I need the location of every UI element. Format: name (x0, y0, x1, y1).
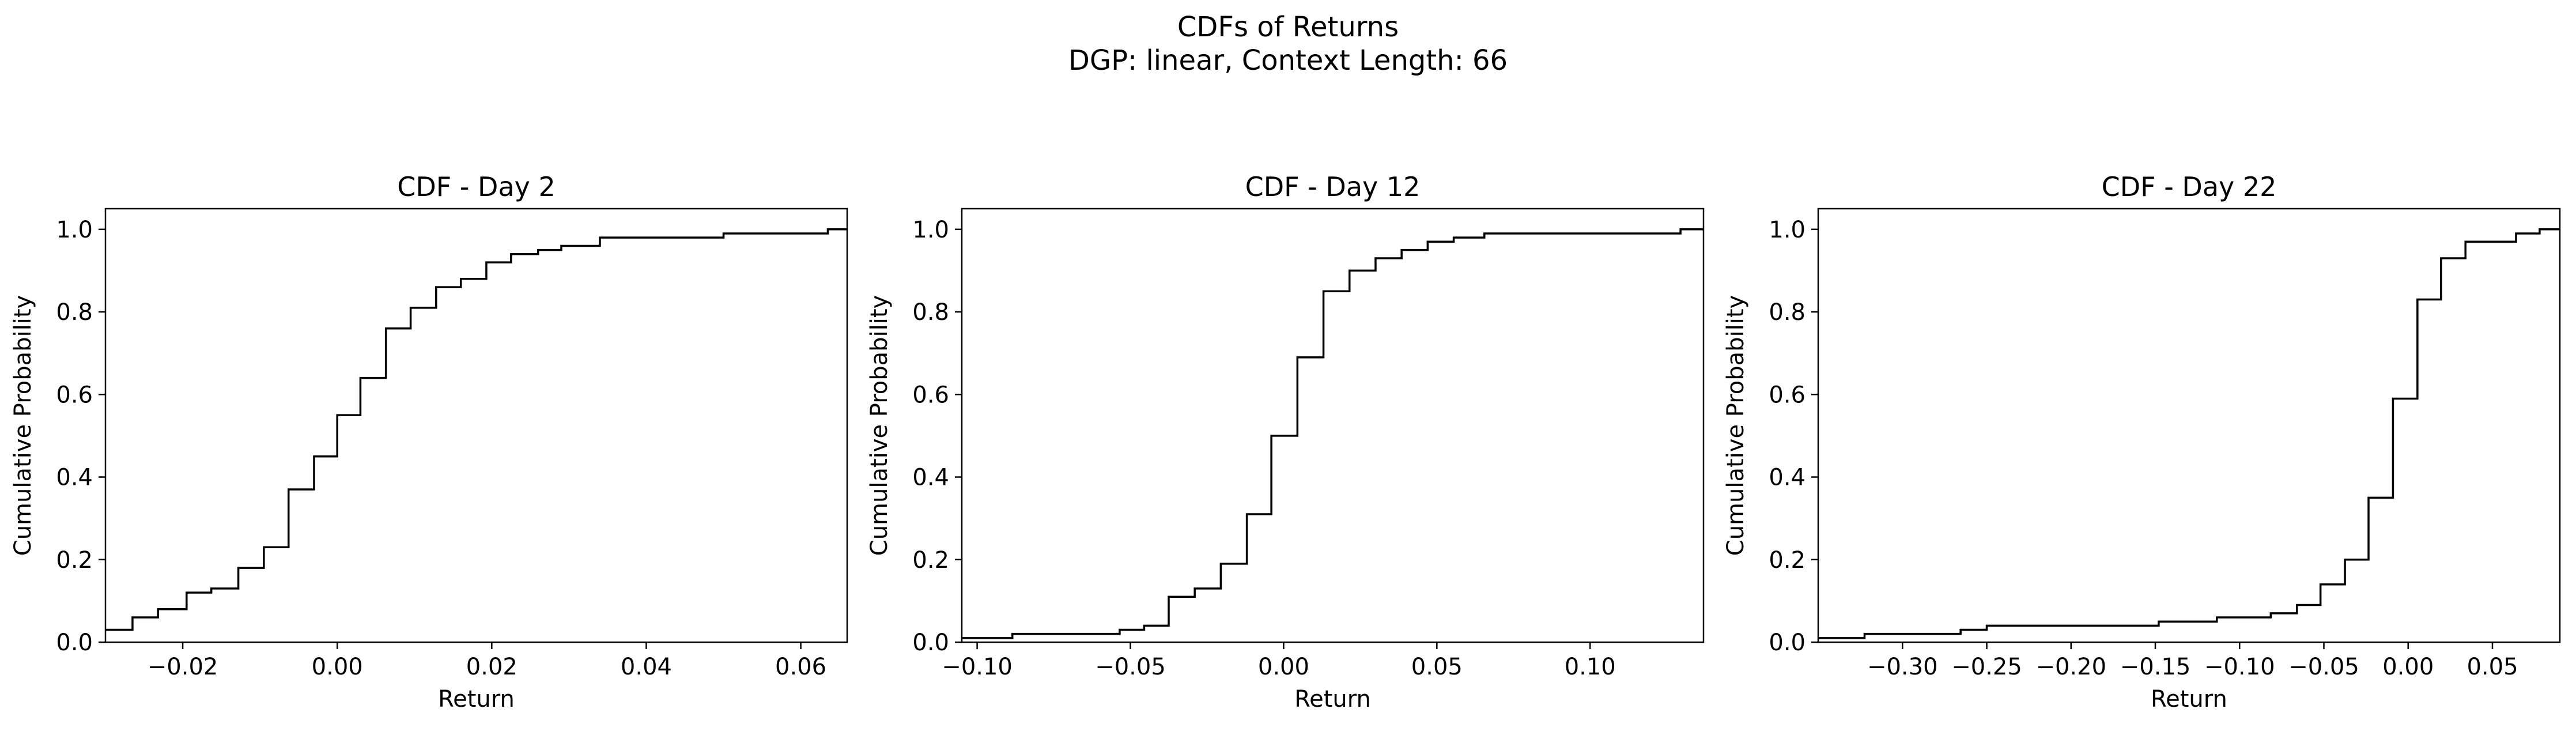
subplot-title: CDF - Day 2 (397, 171, 556, 202)
y-axis-label: Cumulative Probability (10, 295, 36, 556)
y-axis-label: Cumulative Probability (866, 295, 893, 556)
x-tick-label: −0.25 (1951, 654, 2022, 680)
x-tick-label: −0.30 (1867, 654, 1938, 680)
y-tick-label: 0.4 (56, 465, 93, 491)
x-axis-label: Return (1294, 686, 1371, 713)
y-tick-label: 0.2 (1769, 547, 1806, 574)
x-tick-label: 0.02 (466, 654, 518, 680)
x-tick-label: −0.15 (2120, 654, 2191, 680)
y-tick-label: 1.0 (56, 217, 93, 243)
y-tick-label: 0.6 (56, 382, 93, 408)
x-tick-label: 0.00 (2382, 654, 2434, 680)
x-tick-label: −0.10 (2204, 654, 2275, 680)
x-tick-label: −0.02 (148, 654, 218, 680)
x-axis-label: Return (438, 686, 515, 713)
axes-frame (961, 208, 1705, 643)
axes-frame (104, 208, 848, 643)
axes-frame (1817, 208, 2561, 643)
chart-panel-3: CDF - Day 22 −0.30 −0.25 −0.20 −0.15 −0.10 −0.… (1723, 171, 2561, 713)
chart-panel-1: CDF - Day 2 −0.02 0.00 0.02 0.04 0.06 0.0 0.2 0.… (10, 171, 848, 713)
x-tick-label: 0.00 (1258, 654, 1309, 680)
x-tick-label: −0.10 (942, 654, 1013, 680)
y-tick-label: 0.8 (1769, 299, 1806, 326)
figure-title: CDFs of Returns DGP: linear, Context Len… (0, 10, 2576, 77)
y-tick-label: 0.2 (56, 547, 93, 574)
cdf-step-line (105, 228, 847, 631)
x-axis-label: Return (2151, 686, 2227, 713)
y-tick-label: 0.2 (912, 547, 949, 574)
y-tick-label: 0.4 (912, 465, 949, 491)
x-tick-label: 0.04 (621, 654, 672, 680)
y-tick-label: 1.0 (1769, 217, 1806, 243)
y-tick-label: 0.0 (912, 630, 949, 656)
x-tick-label: −0.05 (2288, 654, 2359, 680)
subplot-title: CDF - Day 22 (2102, 171, 2277, 202)
y-tick-label: 0.0 (1769, 630, 1806, 656)
x-tick-label: 0.10 (1565, 654, 1616, 680)
chart-panel-2: CDF - Day 12 −0.10 −0.05 0.00 0.05 0.10 0.0 0.2… (866, 171, 1705, 713)
y-tick-label: 0.8 (912, 299, 949, 326)
cdf-step-line (1818, 228, 2560, 639)
y-tick-label: 0.4 (1769, 465, 1806, 491)
x-tick-label: 0.05 (1411, 654, 1463, 680)
y-tick-label: 0.6 (912, 382, 949, 408)
x-tick-label: −0.05 (1095, 654, 1166, 680)
x-tick-label: 0.05 (2467, 654, 2518, 680)
x-tick-label: 0.06 (775, 654, 826, 680)
y-tick-label: 0.0 (56, 630, 93, 656)
y-tick-label: 0.8 (56, 299, 93, 326)
x-tick-label: 0.00 (312, 654, 363, 680)
figure-title-line: CDFs of Returns (1177, 11, 1399, 43)
subplot-title: CDF - Day 12 (1245, 171, 1421, 202)
cdf-step-line (962, 228, 1704, 639)
y-tick-label: 1.0 (912, 217, 949, 243)
figure-subtitle-line: DGP: linear, Context Length: 66 (1068, 44, 1508, 77)
y-tick-label: 0.6 (1769, 382, 1806, 408)
y-axis-label: Cumulative Probability (1723, 295, 1749, 556)
x-tick-label: −0.20 (2035, 654, 2106, 680)
